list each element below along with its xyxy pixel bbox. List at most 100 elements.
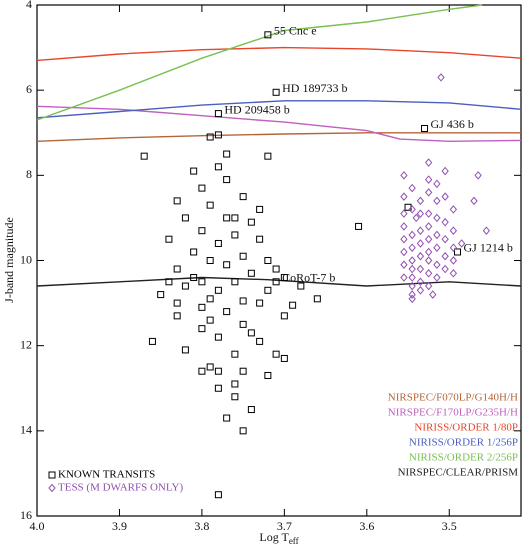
point <box>416 277 425 287</box>
point <box>239 193 247 201</box>
point <box>264 152 272 160</box>
point <box>173 197 181 205</box>
point <box>264 257 272 264</box>
point <box>264 286 272 294</box>
line-series <box>36 276 522 287</box>
point <box>400 247 408 257</box>
y-tick-label: 16 <box>20 508 32 522</box>
point <box>313 295 321 303</box>
point <box>449 205 458 214</box>
point <box>408 294 416 304</box>
point <box>140 152 148 160</box>
point <box>190 167 198 175</box>
x-tick-label: 3.5 <box>442 519 457 533</box>
point <box>408 264 416 274</box>
point <box>247 218 255 226</box>
point <box>165 235 173 243</box>
point <box>206 295 214 303</box>
x-tick-label: 3.8 <box>194 519 209 533</box>
point <box>264 371 272 379</box>
point <box>157 291 165 299</box>
point <box>457 239 466 248</box>
point <box>223 150 231 158</box>
point <box>408 290 416 299</box>
x-tick-label: 3.7 <box>277 519 292 533</box>
legend-label: NIRSPEC/F170LP/G235H/H <box>388 407 518 419</box>
point <box>181 214 189 222</box>
point <box>412 213 420 223</box>
line-series <box>36 132 521 142</box>
point <box>433 260 441 270</box>
point <box>231 350 239 358</box>
point <box>400 171 408 180</box>
point <box>198 227 206 235</box>
point <box>206 133 214 141</box>
point <box>441 251 449 261</box>
point <box>433 179 441 189</box>
point <box>239 297 247 305</box>
point <box>297 282 305 290</box>
point <box>190 248 198 256</box>
point <box>223 214 231 222</box>
point <box>416 239 425 248</box>
point <box>437 73 445 82</box>
point <box>256 205 264 213</box>
point <box>441 166 449 176</box>
legend-label: NIRISS/ORDER 2/256P <box>409 452 518 464</box>
point <box>424 222 433 231</box>
point <box>214 367 222 375</box>
point <box>289 301 297 309</box>
point <box>214 333 222 341</box>
point <box>424 281 433 291</box>
legend-label: NIRSPEC/CLEAR/PRISM <box>398 467 519 479</box>
y-tick-label: 8 <box>26 167 32 181</box>
point <box>433 273 441 282</box>
point <box>424 269 433 278</box>
point <box>173 312 181 320</box>
point <box>449 256 458 265</box>
point <box>214 286 222 294</box>
legend-label: NIRISS/ORDER 1/80P <box>414 422 518 434</box>
point <box>433 243 441 252</box>
point <box>231 214 239 222</box>
point <box>231 278 239 286</box>
annotation: GJ 1214 b <box>464 241 513 255</box>
point <box>247 329 255 337</box>
point <box>223 308 231 316</box>
point <box>198 303 206 311</box>
point <box>416 226 425 235</box>
point <box>408 281 416 291</box>
point <box>198 325 206 333</box>
point <box>223 414 231 422</box>
point <box>429 290 437 299</box>
point <box>198 184 206 192</box>
point <box>239 367 247 375</box>
point <box>449 226 458 235</box>
y-tick-label: 4 <box>26 0 32 11</box>
point <box>441 264 449 274</box>
y-axis-label: J-band magnitude <box>2 217 16 303</box>
y-tick-label: 6 <box>26 82 32 96</box>
x-tick-label: 3.6 <box>359 519 374 533</box>
point <box>247 406 255 414</box>
point <box>416 286 425 295</box>
point <box>449 243 458 252</box>
point <box>400 260 408 270</box>
legend-label: KNOWN TRANSITS <box>58 469 155 481</box>
point <box>206 363 214 371</box>
point <box>400 273 408 282</box>
legend-label: TESS (M DWARFS ONLY) <box>58 482 183 494</box>
point <box>424 247 433 257</box>
point <box>441 234 449 244</box>
y-tick-label: 12 <box>20 337 32 351</box>
point <box>424 234 433 244</box>
point <box>280 354 288 362</box>
point <box>214 491 222 499</box>
point <box>441 217 449 227</box>
point <box>247 269 255 277</box>
point <box>231 393 239 401</box>
point <box>206 316 214 324</box>
point <box>408 230 416 240</box>
point <box>256 235 264 243</box>
